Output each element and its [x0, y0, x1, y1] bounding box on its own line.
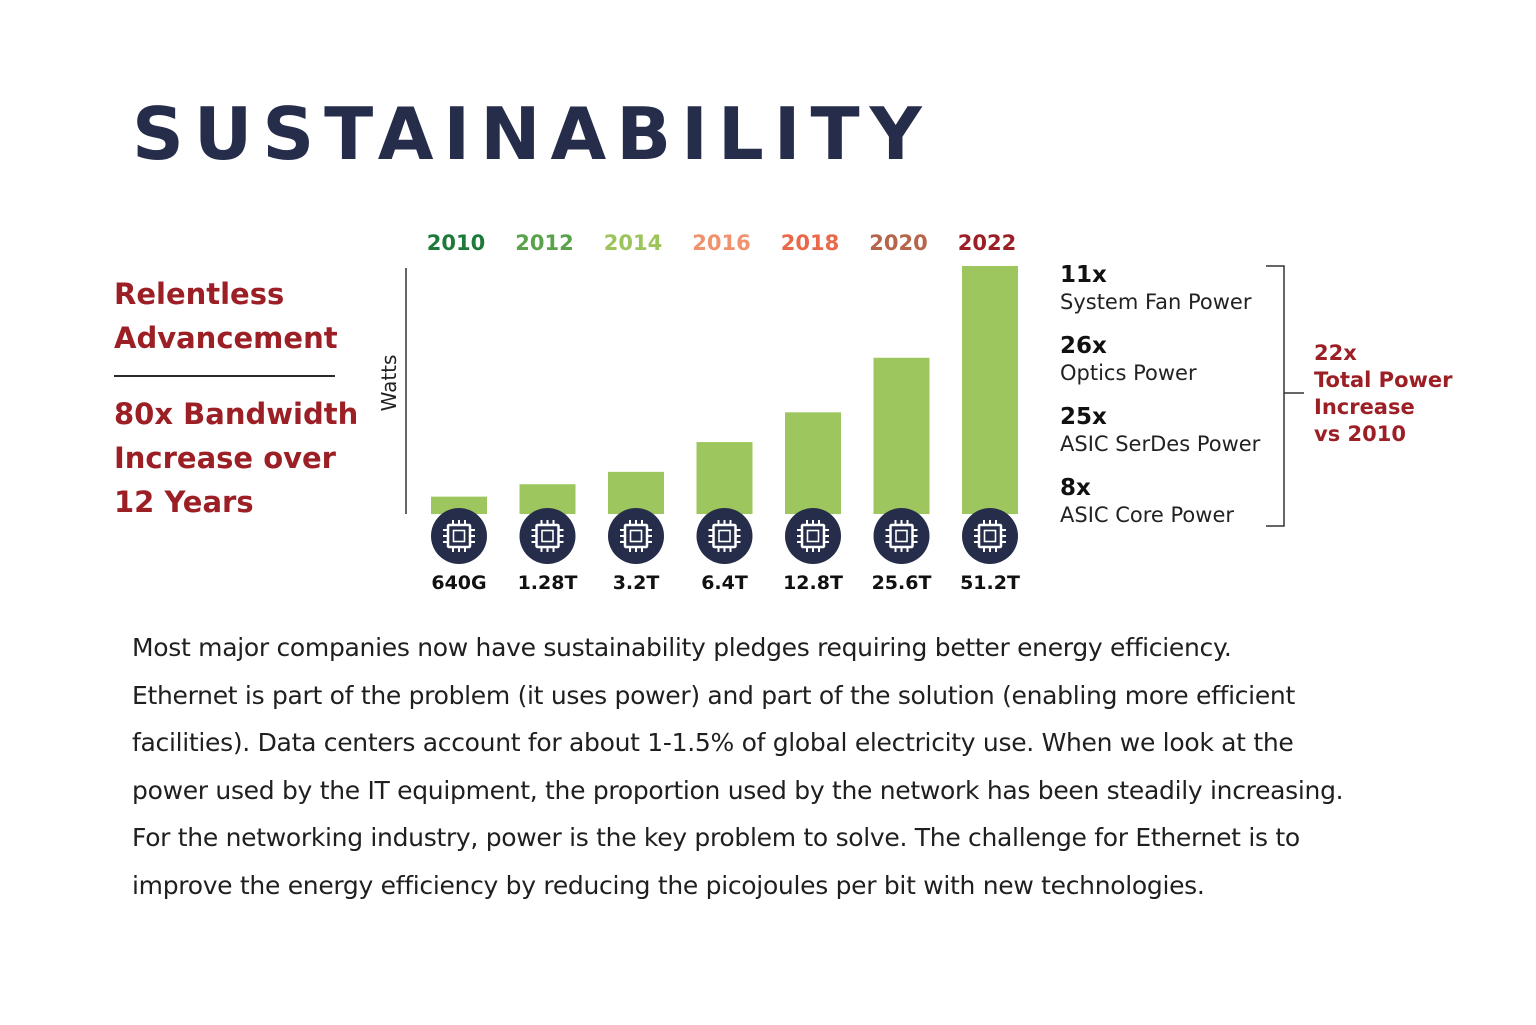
bandwidth-label: 6.4T	[701, 572, 748, 594]
bar-2014	[608, 471, 664, 514]
total-line: 22x	[1314, 341, 1357, 365]
body-line: facilities). Data centers account for ab…	[132, 728, 1294, 757]
chip-icon	[873, 508, 930, 564]
legend-item-fan: 11x System Fan Power	[1060, 262, 1251, 316]
year-labels-group: 2010 2012 2014 2016 2018 2020 2022	[427, 231, 1016, 255]
chip-icon	[431, 508, 487, 564]
y-axis-label: Watts	[377, 355, 401, 412]
total-line: Increase	[1314, 395, 1415, 419]
bandwidth-label: 640G	[431, 572, 486, 594]
chip-icon	[696, 508, 753, 564]
body-line: Ethernet is part of the problem (it uses…	[132, 680, 1295, 710]
bandwidth-label: 51.2T	[960, 572, 1020, 594]
legend-label: System Fan Power	[1060, 290, 1252, 314]
bar-2022	[962, 266, 1018, 514]
side-stat-line: 80x Bandwidth	[114, 397, 359, 431]
body-line: Most major companies now have sustainabi…	[132, 633, 1232, 662]
bar-2016	[696, 442, 753, 514]
legend-multiplier: 8x	[1060, 475, 1091, 501]
legend-multiplier: 26x	[1060, 333, 1107, 359]
bandwidth-labels-group: 640G 1.28T 3.2T 6.4T 12.8T 25.6T 51.2T	[431, 572, 1020, 594]
total-power-callout: 22x Total Power Increase vs 2010	[1314, 340, 1474, 448]
year-label-2014: 2014	[604, 231, 662, 255]
body-line: power used by the IT equipment, the prop…	[132, 775, 1344, 805]
legend-multiplier: 25x	[1060, 404, 1107, 430]
chip-icon	[785, 508, 841, 564]
bar-2020	[873, 357, 930, 514]
bandwidth-label: 1.28T	[518, 572, 578, 594]
chip-icon	[519, 508, 576, 564]
bars-group	[431, 266, 1018, 514]
legend-bracket	[1266, 265, 1285, 527]
body-line: improve the energy efficiency by reducin…	[132, 870, 1205, 900]
bandwidth-label: 12.8T	[783, 572, 843, 594]
side-stat: 80x Bandwidth Increase over 12 Years	[114, 392, 364, 524]
legend-label: Optics Power	[1060, 361, 1197, 385]
bandwidth-label: 25.6T	[872, 572, 932, 594]
side-heading: Relentless Advancement	[114, 272, 354, 360]
side-heading-line: Advancement	[114, 321, 338, 355]
year-label-2022: 2022	[958, 231, 1016, 255]
body-line: For the networking industry, power is th…	[132, 823, 1300, 852]
side-stat-line: 12 Years	[114, 485, 254, 519]
chip-icon	[962, 508, 1018, 564]
side-heading-line: Relentless	[114, 277, 285, 311]
page-title: SUSTAINABILITY	[132, 92, 932, 176]
year-label-2020: 2020	[869, 231, 927, 255]
chip-icon	[608, 508, 664, 564]
bandwidth-label: 3.2T	[613, 572, 660, 594]
legend-label: ASIC Core Power	[1060, 503, 1234, 527]
year-label-2012: 2012	[515, 231, 573, 255]
total-line: vs 2010	[1314, 422, 1406, 446]
chip-icons-group	[431, 508, 1018, 564]
year-label-2018: 2018	[781, 231, 839, 255]
side-stat-line: Increase over	[114, 441, 336, 475]
legend-label: ASIC SerDes Power	[1060, 432, 1261, 456]
legend-item-core: 8x ASIC Core Power	[1060, 475, 1234, 529]
legend-item-optics: 26x Optics Power	[1060, 333, 1197, 387]
power-bar-chart: 2010 2012 2014 2016 2018 2020 2022 640G 1.28T 3.…	[377, 231, 1304, 594]
bar-2010	[431, 496, 487, 514]
side-divider	[114, 375, 335, 377]
legend-multiplier: 11x	[1060, 262, 1107, 288]
total-line: Total Power	[1314, 368, 1453, 392]
body-paragraph: Most major companies now have sustainabi…	[132, 624, 1432, 909]
year-label-2010: 2010	[427, 231, 485, 255]
year-label-2016: 2016	[692, 231, 750, 255]
legend-item-serdes: 25x ASIC SerDes Power	[1060, 404, 1260, 458]
bar-2018	[785, 412, 841, 514]
